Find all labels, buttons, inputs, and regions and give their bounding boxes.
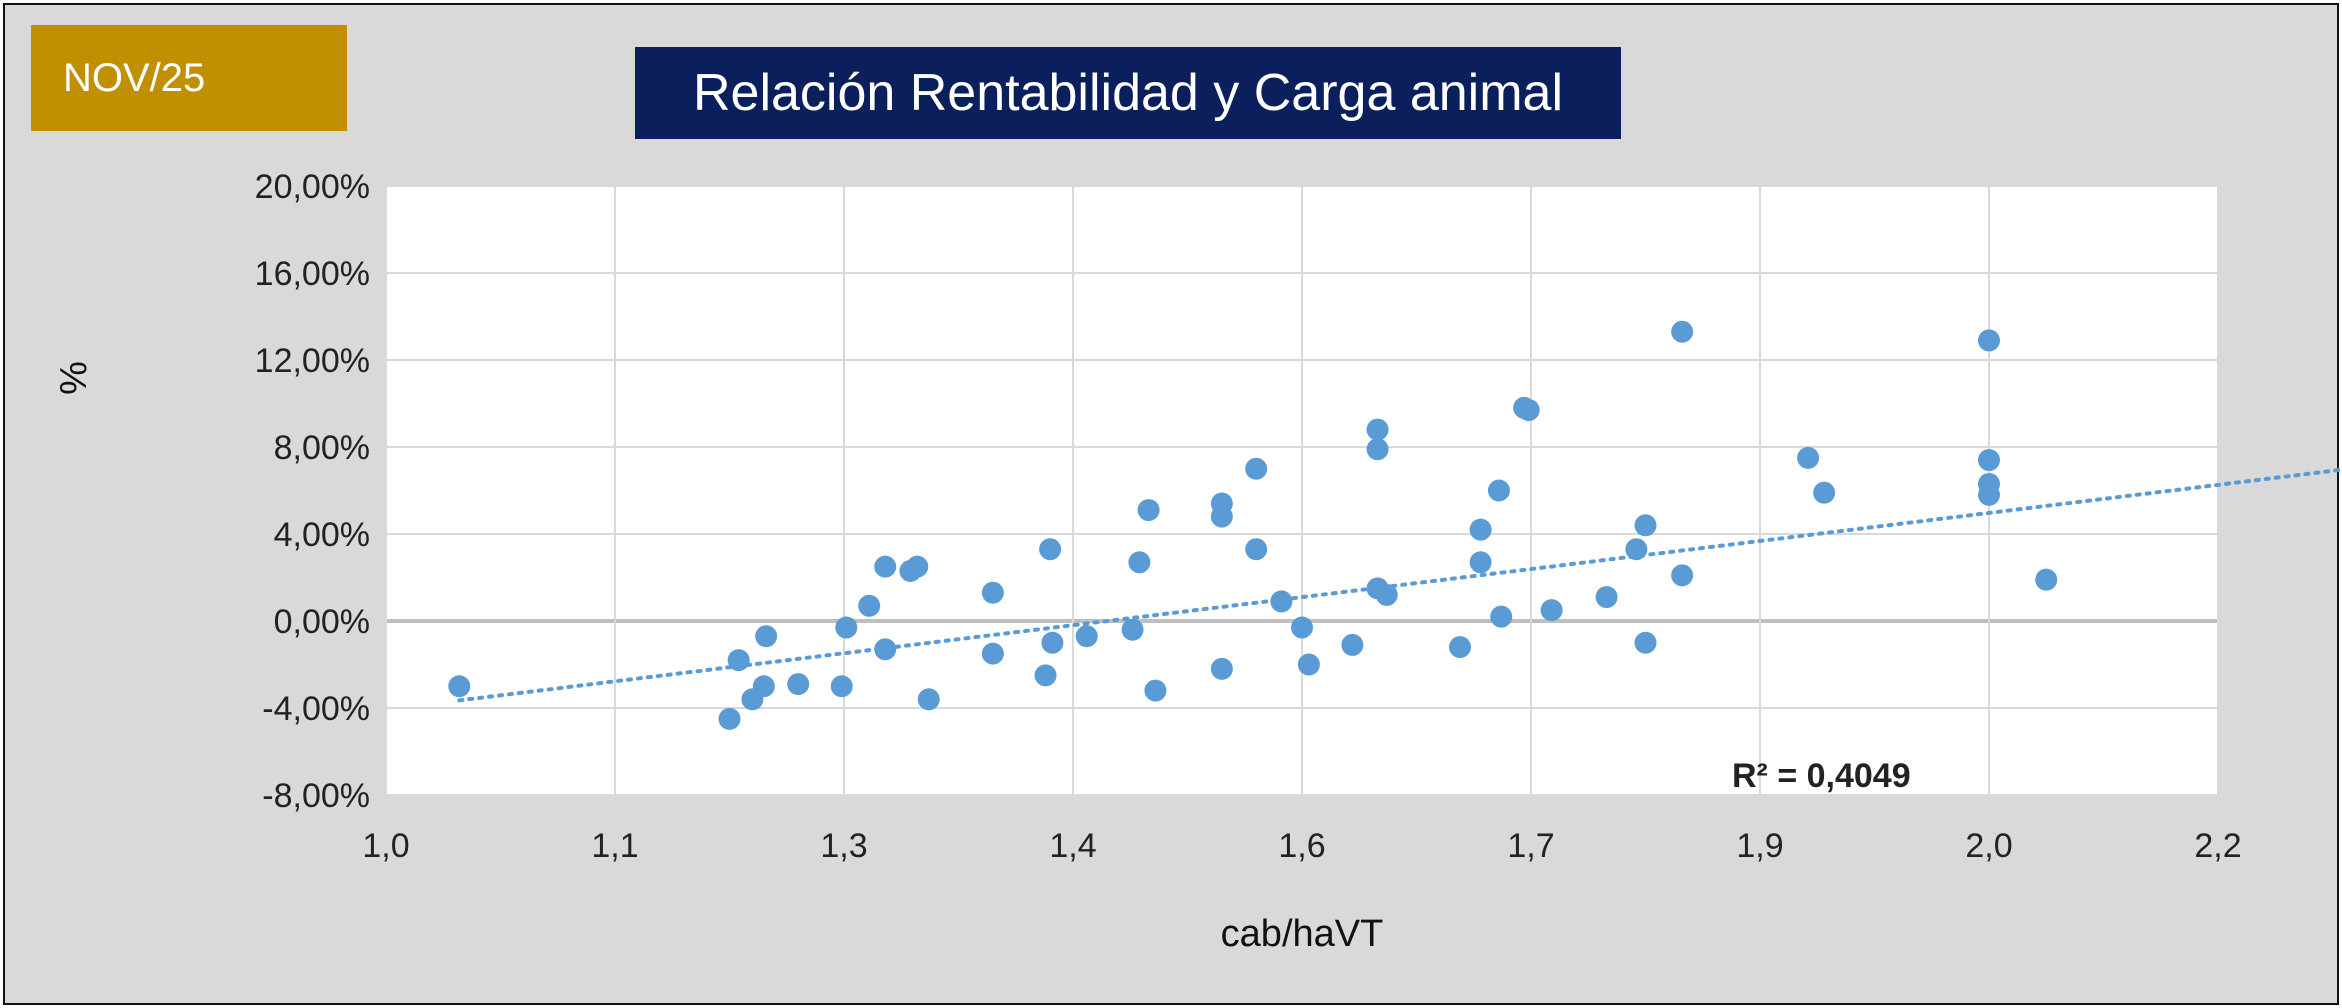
data-point [1469,551,1492,574]
data-point [1366,438,1389,461]
data-point [981,642,1004,665]
data-point [1041,631,1064,654]
x-tick-label: 1,0 [362,827,409,865]
y-tick-label: 8,00% [274,429,370,467]
data-point [1634,514,1657,537]
data-point [1034,664,1057,687]
x-tick-label: 1,4 [1049,827,1096,865]
x-axis-ticks: 1,0 1,1 1,3 1,4 1,6 1,7 1,9 2,0 2,2 [362,827,2241,865]
x-tick-label: 2,2 [2194,827,2241,865]
x-tick-label: 1,6 [1278,827,1325,865]
date-badge: NOV/25 [31,25,347,131]
y-axis-ticks: -8,00% -4,00% 0,00% 4,00% 8,00% 12,00% 16,00% 2… [255,168,370,815]
data-point [1671,320,1694,343]
data-point [1210,505,1233,528]
y-tick-label: -4,00% [262,690,370,728]
x-axis-label: cab/haVT [1221,913,1384,955]
data-point [1540,599,1563,622]
data-point [1245,457,1268,480]
data-point [1137,499,1160,522]
data-point [1075,625,1098,648]
data-point [727,649,750,672]
data-point [448,675,471,698]
data-point [906,555,929,578]
data-point [1487,479,1510,502]
data-point [1978,449,2000,472]
data-point [787,673,810,696]
data-point [835,616,858,639]
data-point [718,707,741,730]
data-point [1121,618,1144,641]
data-point [1978,483,2000,506]
data-point [1517,399,1540,422]
data-point [981,581,1004,604]
trendline [457,467,2342,703]
y-tick-label: 20,00% [255,168,370,206]
y-tick-label: -8,00% [262,777,370,815]
data-point [1595,586,1618,609]
data-point [1270,590,1293,613]
data-point [1341,633,1364,656]
x-tick-label: 1,3 [820,827,867,865]
data-point [858,594,881,617]
data-point [1797,446,1820,469]
x-tick-label: 2,0 [1965,827,2012,865]
r-squared-label: R² = 0,4049 [1732,757,1911,795]
data-point [1291,616,1313,639]
data-point [830,675,853,698]
data-point [1297,653,1320,676]
data-point [1245,538,1268,561]
data-point [1634,631,1657,654]
y-tick-label: 16,00% [255,255,370,293]
x-tick-label: 1,9 [1736,827,1783,865]
data-point [1813,481,1836,504]
x-tick-label: 1,1 [591,827,638,865]
y-axis-label: % [53,361,95,395]
data-point [1490,605,1513,628]
data-point [1128,551,1151,574]
data-point [917,688,940,711]
data-point [874,555,897,578]
data-point [1449,636,1472,659]
data-point [1210,657,1233,680]
y-tick-label: 12,00% [255,342,370,380]
data-point [1366,418,1389,441]
data-point [1039,538,1062,561]
x-tick-label: 1,7 [1507,827,1554,865]
data-point [1375,583,1398,606]
data-point [1671,564,1694,587]
data-point [1978,329,2000,352]
data-point [755,625,778,648]
chart-title: Relación Rentabilidad y Carga animal [635,47,1621,139]
data-point [2035,568,2058,591]
data-point [1469,518,1492,541]
data-points [448,320,2058,730]
data-point [1144,679,1167,702]
y-tick-label: 0,00% [274,603,370,641]
data-point [1625,538,1648,561]
data-point [874,638,897,661]
y-tick-label: 4,00% [274,516,370,554]
data-point [752,675,775,698]
